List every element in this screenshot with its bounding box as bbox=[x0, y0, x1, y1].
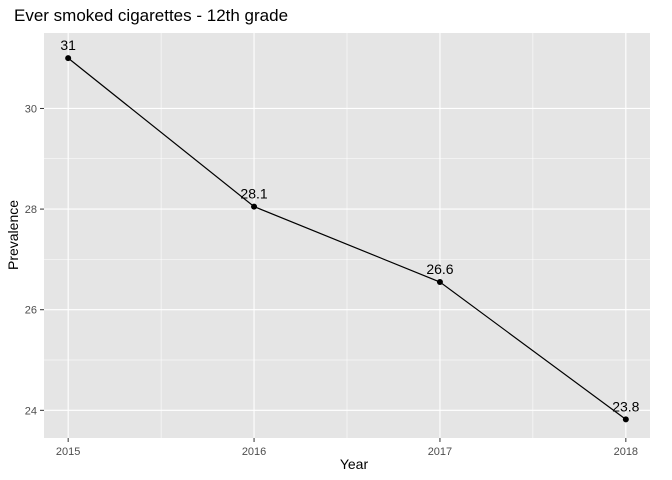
x-tick-label: 2017 bbox=[428, 446, 452, 458]
x-tick-label: 2016 bbox=[242, 446, 266, 458]
series-group: 31 28.1 26.6 23.8 bbox=[60, 37, 640, 423]
y-tick-label: 24 bbox=[25, 405, 37, 417]
y-tick-label: 26 bbox=[25, 305, 37, 317]
y-tick-label: 28 bbox=[25, 204, 37, 216]
data-label: 23.8 bbox=[612, 398, 639, 414]
grid-lines bbox=[44, 33, 650, 438]
data-label: 26.6 bbox=[426, 261, 453, 277]
axis-ticks: 24 26 28 30 2015 2016 2017 2018 bbox=[25, 103, 638, 458]
data-point bbox=[251, 203, 258, 210]
data-point bbox=[65, 55, 72, 62]
data-point bbox=[622, 416, 629, 423]
x-tick-label: 2018 bbox=[614, 446, 638, 458]
data-point bbox=[436, 279, 443, 286]
data-label: 28.1 bbox=[240, 186, 267, 202]
x-axis-title: Year bbox=[340, 456, 369, 472]
x-tick-label: 2015 bbox=[56, 446, 80, 458]
y-tick-label: 30 bbox=[25, 103, 37, 115]
chart-title: Ever smoked cigarettes - 12th grade bbox=[14, 6, 288, 25]
series-line bbox=[67, 57, 627, 420]
data-label: 31 bbox=[60, 37, 76, 53]
y-axis-title: Prevalence bbox=[5, 200, 21, 270]
